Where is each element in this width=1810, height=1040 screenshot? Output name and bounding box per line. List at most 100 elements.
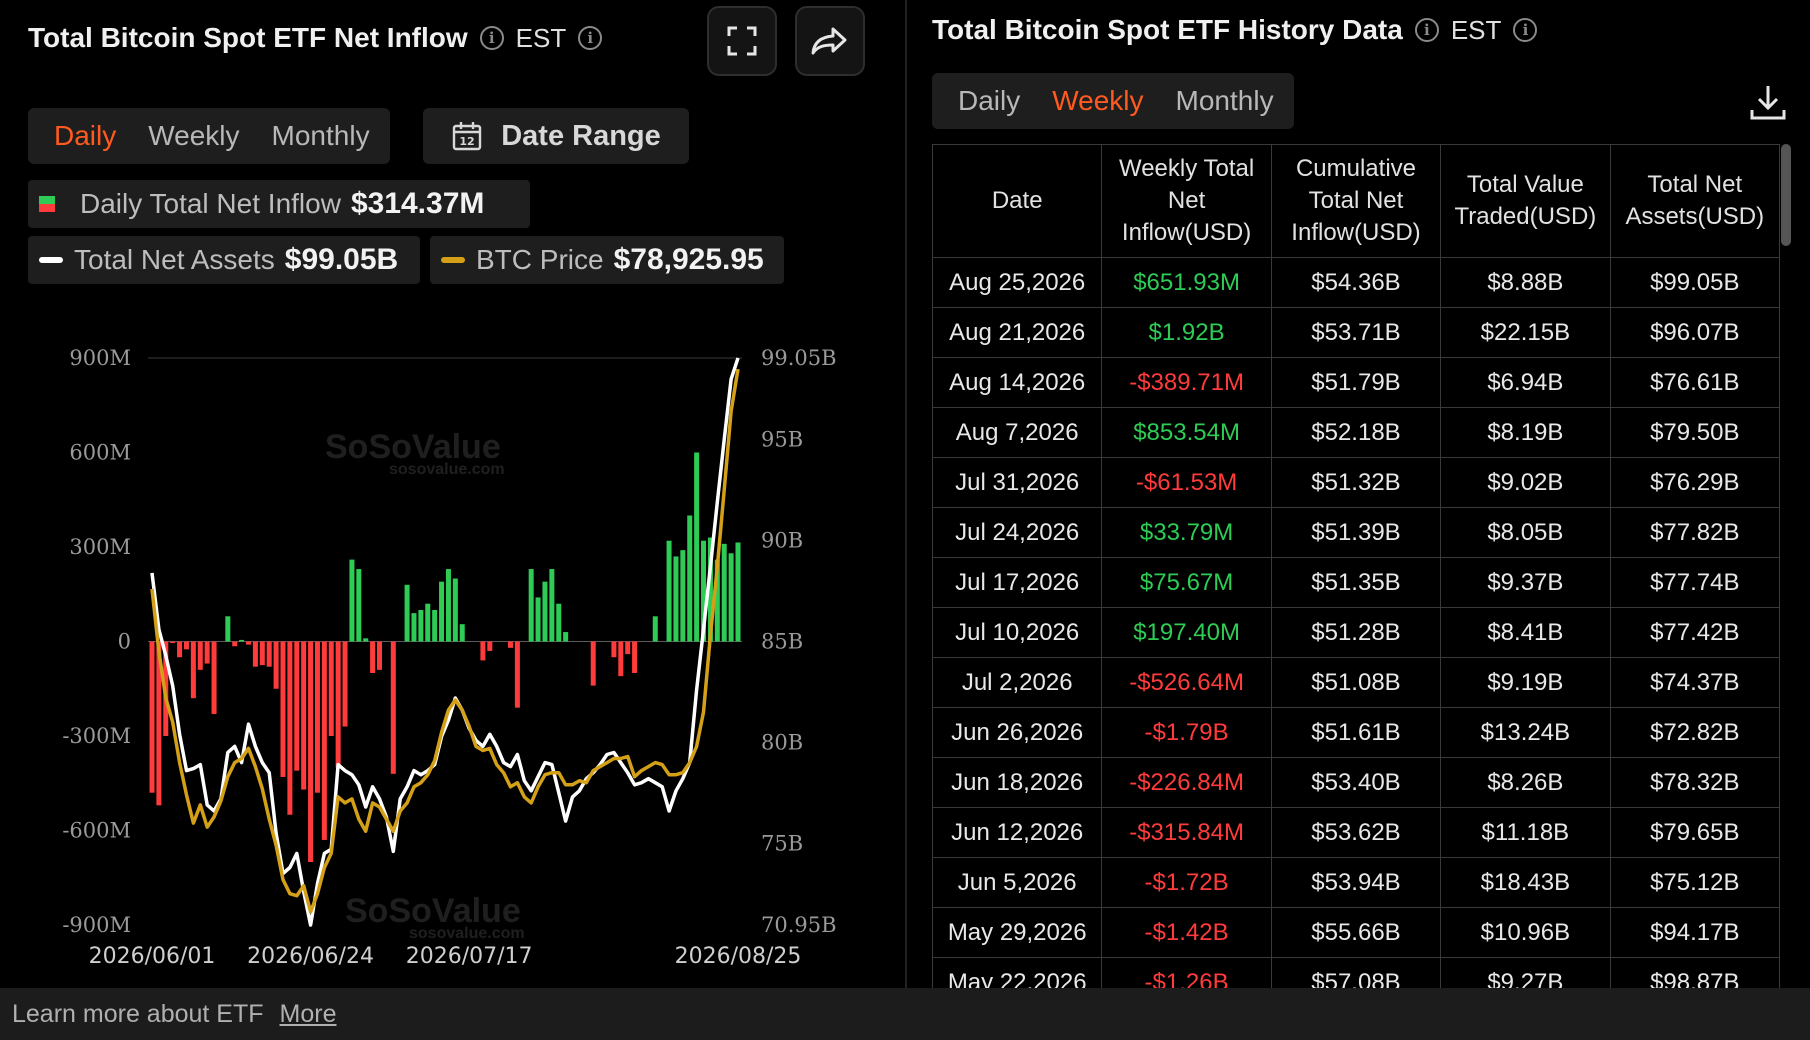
inflow-bar xyxy=(728,553,734,642)
tab-monthly[interactable]: Monthly xyxy=(271,120,370,151)
cell-cumulative-inflow: $55.66B xyxy=(1270,907,1442,958)
inflow-bar xyxy=(266,641,272,667)
cell-net-assets: $74.37B xyxy=(1609,657,1780,708)
inflow-bar xyxy=(611,641,617,658)
timezone-info-icon[interactable]: i xyxy=(578,26,603,50)
tab-weekly[interactable]: Weekly xyxy=(1052,85,1144,116)
y-left-tick-label: 0 xyxy=(118,630,131,654)
cell-cumulative-inflow: $54.36B xyxy=(1270,257,1442,308)
cell-weekly-inflow: $651.93M xyxy=(1101,257,1272,308)
inflow-bar xyxy=(308,641,314,862)
inflow-bar xyxy=(556,603,562,642)
cell-date: Jun 12,2026 xyxy=(932,807,1103,858)
right-period-tabs: Daily Weekly Monthly xyxy=(932,73,1294,129)
y-left-tick-label: 300M xyxy=(69,535,131,559)
cell-date: Aug 14,2026 xyxy=(932,357,1103,408)
left-period-tabs: Daily Weekly Monthly xyxy=(28,108,390,164)
cell-net-assets: $79.65B xyxy=(1609,807,1780,858)
cell-date: Jul 2,2026 xyxy=(932,657,1103,708)
panel-divider xyxy=(905,0,907,988)
table-row: Jul 17,2026 $75.67M $51.35B $9.37B $77.74B xyxy=(932,557,1780,608)
history-table-container[interactable]: Date Weekly Total Net Inflow(USD) Cumula… xyxy=(932,144,1780,988)
cell-value-traded: $9.27B xyxy=(1440,957,1611,988)
inflow-bar xyxy=(666,540,672,642)
y-right-tick-label: 75B xyxy=(761,831,803,855)
table-row: Jul 2,2026 -$526.64M $51.08B $9.19B $74.37B xyxy=(932,657,1780,708)
date-range-button[interactable]: 12 Date Range xyxy=(423,108,689,164)
inflow-bar xyxy=(170,641,176,644)
inflow-bar xyxy=(687,515,693,642)
left-title-row: Total Bitcoin Spot ETF Net Inflow i EST … xyxy=(28,22,603,54)
y-right-tick-label: 70.95B xyxy=(761,913,837,937)
column-header-date[interactable]: Date xyxy=(932,144,1103,258)
table-row: Aug 25,2026 $651.93M $54.36B $8.88B $99.05B xyxy=(932,257,1780,308)
column-header-weekly-inflow[interactable]: Weekly Total Net Inflow(USD) xyxy=(1101,144,1272,258)
tab-monthly[interactable]: Monthly xyxy=(1175,85,1274,116)
inflow-bar xyxy=(590,641,596,686)
column-header-cumulative-inflow[interactable]: Cumulative Total Net Inflow(USD) xyxy=(1270,144,1442,258)
inflow-bar xyxy=(204,641,210,664)
fullscreen-button[interactable] xyxy=(707,6,777,76)
share-icon xyxy=(811,27,847,55)
btc-price-stat: BTC Price $78,925.95 xyxy=(430,236,784,284)
y-left-tick-label: 600M xyxy=(69,441,131,465)
inflow-bar xyxy=(563,632,569,642)
calendar-day: 12 xyxy=(460,135,475,148)
cell-net-assets: $76.29B xyxy=(1609,457,1780,508)
table-row: May 29,2026 -$1.42B $55.66B $10.96B $94.17B xyxy=(932,907,1780,958)
cell-date: Jun 5,2026 xyxy=(932,857,1103,908)
cell-value-traded: $22.15B xyxy=(1440,307,1611,358)
cell-weekly-inflow: -$1.79B xyxy=(1101,707,1272,758)
info-icon[interactable]: i xyxy=(1414,18,1439,42)
date-range-label: Date Range xyxy=(501,119,661,152)
cell-date: Jun 18,2026 xyxy=(932,757,1103,808)
inflow-bar xyxy=(356,569,362,642)
inflow-bar xyxy=(721,543,727,642)
cell-value-traded: $8.88B xyxy=(1440,257,1611,308)
column-header-net-assets[interactable]: Total Net Assets(USD) xyxy=(1609,144,1780,258)
inflow-bar xyxy=(487,641,493,651)
cell-weekly-inflow: $33.79M xyxy=(1101,507,1272,558)
tab-daily[interactable]: Daily xyxy=(958,85,1021,116)
inflow-bar xyxy=(370,641,376,673)
cell-date: May 29,2026 xyxy=(932,907,1103,958)
cell-value-traded: $10.96B xyxy=(1440,907,1611,958)
inflow-bar xyxy=(404,584,410,642)
column-header-value-traded[interactable]: Total Value Traded(USD) xyxy=(1440,144,1611,258)
table-scrollbar[interactable] xyxy=(1781,144,1791,246)
net-assets-stat: Total Net Assets $99.05B xyxy=(28,236,420,284)
inflow-bar xyxy=(735,542,741,642)
cell-date: Jul 17,2026 xyxy=(932,557,1103,608)
timezone-info-icon[interactable]: i xyxy=(1513,18,1538,42)
cell-weekly-inflow: $853.54M xyxy=(1101,407,1272,458)
x-tick-label: 2026/07/17 xyxy=(406,944,533,969)
cell-date: Aug 7,2026 xyxy=(932,407,1103,458)
inflow-bar xyxy=(335,641,341,768)
cell-cumulative-inflow: $53.62B xyxy=(1270,807,1442,858)
y-right-tick-label: 80B xyxy=(761,730,803,754)
inflow-bar xyxy=(618,641,624,677)
inflow-bar xyxy=(252,641,258,667)
cell-value-traded: $8.19B xyxy=(1440,407,1611,458)
tab-daily[interactable]: Daily xyxy=(54,120,117,151)
cell-date: Jul 24,2026 xyxy=(932,507,1103,558)
inflow-bar xyxy=(314,641,320,793)
tab-weekly[interactable]: Weekly xyxy=(148,120,240,151)
download-icon[interactable] xyxy=(1748,82,1788,122)
y-left-tick-label: -900M xyxy=(62,913,131,937)
inflow-bar xyxy=(507,641,513,648)
inflow-bar xyxy=(183,641,189,650)
table-row: Jun 18,2026 -$226.84M $53.40B $8.26B $78.32B xyxy=(932,757,1780,808)
timezone-label: EST xyxy=(515,22,567,53)
cell-weekly-inflow: -$526.64M xyxy=(1101,657,1272,708)
cell-cumulative-inflow: $51.08B xyxy=(1270,657,1442,708)
cell-date: Aug 21,2026 xyxy=(932,307,1103,358)
info-icon[interactable]: i xyxy=(479,26,504,50)
cell-net-assets: $72.82B xyxy=(1609,707,1780,758)
more-link[interactable]: More xyxy=(279,999,337,1028)
daily-inflow-value: $314.37M xyxy=(350,187,485,220)
cell-weekly-inflow: -$226.84M xyxy=(1101,757,1272,808)
table-row: Jul 24,2026 $33.79M $51.39B $8.05B $77.82B xyxy=(932,507,1780,558)
net-inflow-panel: Total Bitcoin Spot ETF Net Inflow i EST … xyxy=(0,0,905,988)
share-button[interactable] xyxy=(795,6,865,76)
